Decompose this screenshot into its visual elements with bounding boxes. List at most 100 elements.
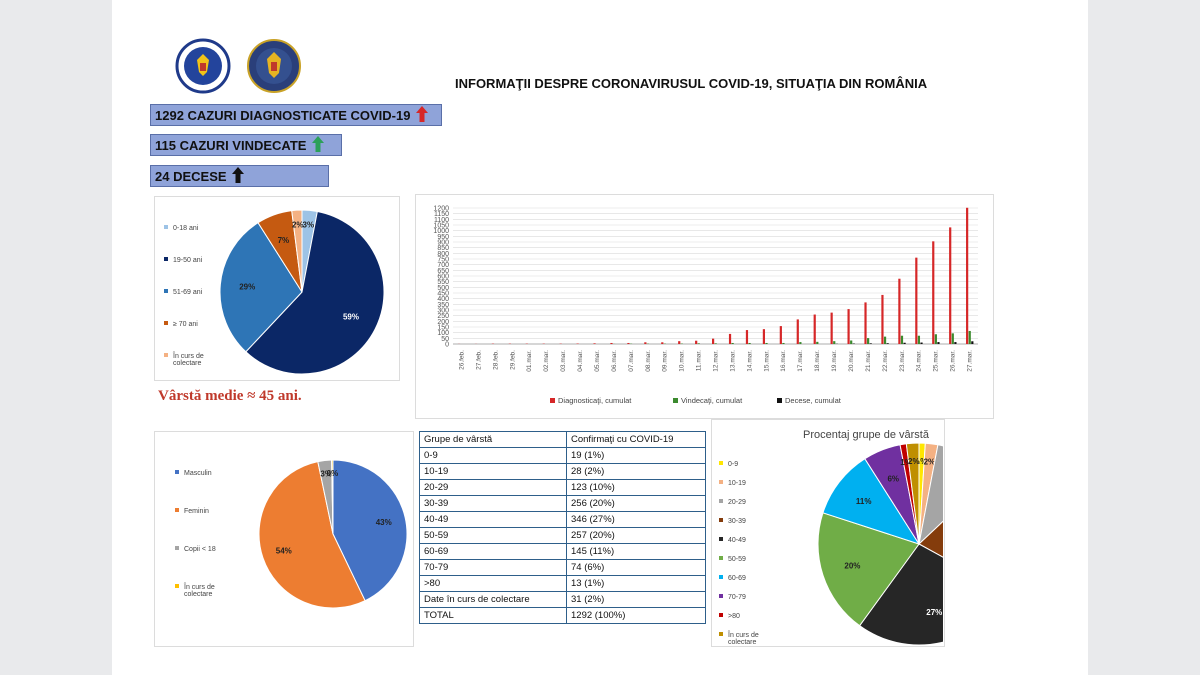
age-percent-pie-slice [918, 520, 943, 558]
age-pie-chart: 3% 59% 29% 7%2% [219, 209, 385, 375]
legend-swatch [550, 398, 555, 403]
x-tick-label: 11.mar. [696, 350, 703, 371]
legend-swatch [175, 470, 179, 474]
age-percent-pie-legend-item: 40-49 [719, 537, 776, 544]
age-group-cell: 20-29 [419, 479, 567, 496]
table-row: >80 13 (1%) [419, 575, 706, 592]
arrow-up-green-icon [312, 136, 325, 152]
legend-swatch [164, 353, 168, 357]
x-tick-label: 18.mar. [814, 350, 821, 372]
table-row: TOTAL 1292 (100%) [419, 607, 706, 624]
x-tick-label: 22.mar. [882, 350, 889, 372]
bar-recovered [714, 343, 717, 344]
bar-deaths [954, 342, 957, 344]
age-percent-pie-slice-label: 2% [908, 457, 920, 466]
confirmed-count-cell: 123 (10%) [566, 479, 706, 496]
confirmed-count-cell: 1292 (100%) [566, 607, 706, 624]
table-row: 60-69 145 (11%) [419, 543, 706, 560]
y-tick-label: 100 [437, 330, 449, 337]
bar-recovered [968, 330, 971, 344]
legend-swatch [719, 518, 723, 522]
bar-diagnosed [762, 329, 766, 344]
confirmed-count-cell: 256 (20%) [566, 495, 706, 512]
bar-recovered [782, 342, 785, 344]
legend-swatch [719, 461, 723, 465]
legend-label: 50-59 [728, 556, 746, 563]
bar-recovered [799, 342, 802, 344]
legend-label: ≥ 70 ani [173, 321, 198, 328]
legend-swatch [164, 289, 168, 293]
y-tick-label: 700 [437, 262, 449, 269]
x-tick-label: 21.mar. [865, 350, 872, 372]
confirmed-count-cell: 257 (20%) [566, 527, 706, 544]
y-tick-label: 850 [437, 245, 449, 252]
age-percent-pie-slice-label: 11% [856, 497, 872, 506]
legend-label: 30-39 [728, 518, 746, 525]
bar-recovered [765, 342, 768, 344]
y-tick-label: 200 [437, 319, 449, 326]
age-percent-pie-legend-item: În curs de colectare [719, 632, 776, 646]
x-tick-label: 06.mar. [611, 350, 618, 372]
x-tick-label: 16.mar. [780, 350, 787, 372]
bar-recovered [850, 340, 853, 344]
age-group-cell: 50-59 [419, 527, 567, 544]
bar-recovered [867, 338, 870, 344]
bar-legend-label: Diagnosticaţi, cumulat [558, 396, 632, 405]
table-row: 40-49 346 (27%) [419, 511, 706, 528]
legend-label: În curs de colectare [728, 632, 759, 646]
gender-pie-slice-label: 43% [376, 518, 392, 527]
gender-pie-slice [331, 459, 334, 535]
legend-swatch [164, 257, 168, 261]
x-tick-label: 13.mar. [729, 350, 736, 372]
legend-swatch [719, 613, 723, 617]
x-tick-label: 15.mar. [763, 350, 770, 372]
age-group-cell: 40-49 [419, 511, 567, 528]
age-pie-legend-item: 19-50 ani [164, 257, 221, 264]
age-pie-slice-label: 7% [278, 236, 290, 245]
bar-recovered [748, 342, 751, 344]
table-row: 20-29 123 (10%) [419, 479, 706, 496]
bar-diagnosed [898, 278, 901, 344]
age-group-cell: 70-79 [419, 559, 567, 576]
gender-pie-slice [332, 459, 408, 602]
y-tick-label: 650 [437, 268, 449, 275]
legend-label: În curs de colectare [184, 584, 215, 598]
gender-pie-slice [258, 460, 366, 609]
age-percent-pie-legend-item: 0-9 [719, 461, 776, 468]
legend-swatch [719, 537, 723, 541]
x-tick-label: 27.mar. [967, 350, 974, 372]
age-pie-slice-label: 59% [343, 313, 359, 322]
gender-pie-slice-label: 54% [276, 546, 292, 555]
legend-label: 10-19 [728, 480, 746, 487]
y-tick-label: 550 [437, 279, 449, 286]
y-tick-label: 50 [441, 336, 449, 343]
bar-diagnosed [695, 340, 698, 344]
bar-diagnosed [712, 338, 715, 344]
x-tick-label: 20.mar. [848, 350, 855, 372]
y-tick-label: 150 [437, 325, 449, 332]
table-header-cell: Grupe de vârstă [419, 431, 567, 448]
legend-label: 51-69 ani [173, 289, 203, 296]
legend-swatch [719, 480, 723, 484]
x-tick-label: 24.mar. [916, 350, 923, 372]
bar-recovered [816, 341, 819, 344]
average-age-note: Vârstă medie ≈ 45 ani. [158, 388, 302, 404]
age-percent-pie-legend-item: 20-29 [719, 499, 776, 506]
age-pie-legend-item: 0-18 ani [164, 225, 221, 232]
legend-label: Feminin [184, 508, 209, 515]
age-pie-legend-item: ≥ 70 ani [164, 321, 221, 328]
age-percent-pie-legend-item: >80 [719, 613, 776, 620]
bar-diagnosed [745, 330, 749, 344]
gender-pie-legend-item: Copii < 18 [175, 546, 232, 553]
bar-deaths [971, 341, 974, 344]
arrow-up-red-icon [416, 106, 429, 122]
bar-diagnosed [881, 294, 884, 344]
gender-pie-slice-label: 0% [327, 469, 339, 478]
x-tick-label: 02.mar. [543, 350, 550, 372]
y-tick-label: 800 [437, 251, 449, 258]
bar-diagnosed [915, 257, 918, 344]
legend-swatch [719, 499, 723, 503]
legend-swatch [719, 575, 723, 579]
legend-swatch [175, 546, 179, 550]
age-group-cell: 10-19 [419, 463, 567, 480]
